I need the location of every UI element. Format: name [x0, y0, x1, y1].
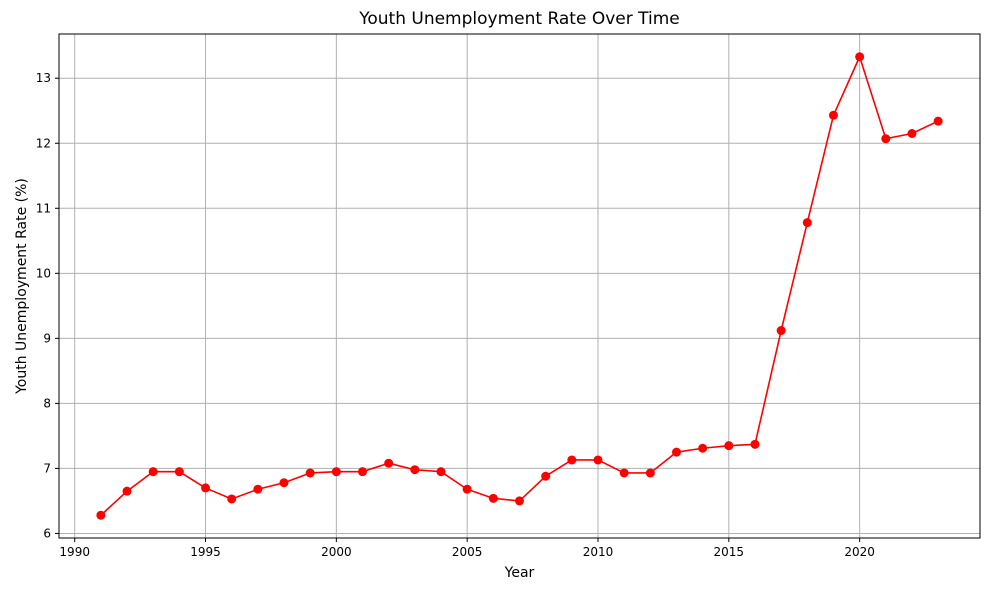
y-tick-label: 6	[43, 526, 51, 540]
y-tick-label: 9	[43, 331, 51, 345]
data-point	[488, 493, 498, 503]
x-axis-label: Year	[504, 565, 535, 581]
y-tick-label: 13	[36, 71, 51, 85]
data-point	[201, 483, 211, 493]
data-point	[148, 467, 158, 477]
chart-title: Youth Unemployment Rate Over Time	[358, 9, 680, 29]
y-tick-label: 7	[43, 461, 51, 475]
data-point	[619, 468, 629, 478]
data-point	[122, 486, 132, 496]
y-axis-label: Youth Unemployment Rate (%)	[14, 178, 30, 395]
series-line-group	[100, 55, 939, 516]
data-point	[96, 510, 106, 520]
data-point	[436, 467, 446, 477]
data-point	[802, 218, 812, 228]
y-tick-label: 8	[43, 396, 51, 410]
data-point	[698, 443, 708, 453]
data-point	[515, 496, 524, 506]
x-tick-label: 2010	[583, 545, 614, 559]
data-point	[358, 467, 368, 477]
data-point	[541, 471, 551, 481]
data-point	[671, 447, 681, 457]
y-tick-label: 11	[36, 201, 51, 215]
x-tick-label: 1995	[190, 545, 221, 559]
x-tick-label: 2000	[321, 545, 352, 559]
data-point	[462, 484, 472, 494]
data-point	[227, 494, 237, 504]
data-point	[384, 458, 394, 468]
data-point	[724, 441, 734, 451]
data-point	[881, 134, 891, 144]
x-tick-label: 2005	[452, 545, 483, 559]
data-point	[253, 484, 263, 494]
data-point	[410, 465, 420, 475]
data-point	[855, 52, 865, 62]
grid-lines	[59, 34, 980, 538]
data-point	[933, 116, 943, 126]
x-tick-label: 2015	[714, 545, 745, 559]
y-tick-label: 10	[36, 266, 51, 280]
data-point	[567, 455, 577, 465]
x-tick-label: 2020	[844, 545, 875, 559]
plot-frame	[58, 33, 981, 539]
y-tick-label: 12	[36, 136, 51, 150]
x-tick-label: 1990	[59, 545, 90, 559]
data-point	[331, 467, 341, 477]
data-point	[645, 468, 655, 478]
data-points	[96, 52, 943, 520]
data-point	[828, 110, 838, 120]
data-point	[776, 326, 786, 336]
data-point	[593, 455, 603, 465]
data-point	[279, 478, 289, 488]
series-line	[100, 55, 939, 516]
data-point	[750, 439, 760, 449]
data-point	[174, 467, 184, 477]
y-axis-ticks: 6 7 8 9 10 11 12 13	[36, 71, 59, 540]
data-point	[305, 468, 315, 478]
x-axis-ticks: 1990 1995 2000 2005 2010 2015 2020	[59, 538, 875, 559]
data-point	[907, 128, 917, 138]
